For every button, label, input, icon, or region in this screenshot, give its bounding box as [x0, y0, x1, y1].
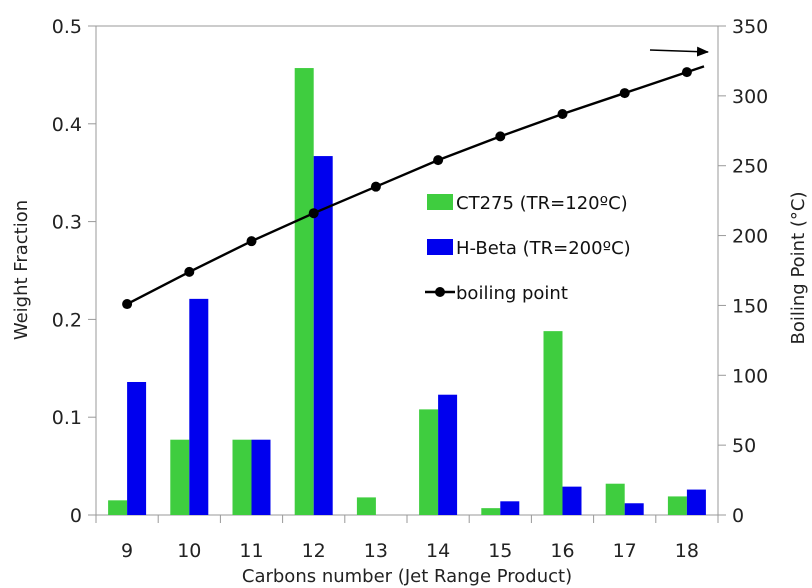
bar-ct275-c14 [419, 409, 439, 515]
legend-item-boiling-point: boiling point [425, 283, 568, 304]
legend-item-hbeta: H-Beta (TR=200ºC) [427, 238, 631, 259]
y-tick-label: 0.5 [52, 16, 82, 38]
axes-layer: 0 0.1 0.2 0.3 0.4 0.5 0 50 100 150 200 250 300 350 9 10… [52, 16, 768, 562]
bar-hbeta-c18 [686, 489, 706, 515]
bars-layer [108, 68, 706, 515]
x-tick-label: 10 [177, 540, 201, 562]
y-tick-label: 0 [70, 505, 82, 527]
boiling-point-line [126, 65, 705, 306]
boiling-point-line-layer [122, 65, 705, 310]
boiling-point-marker-c18 [681, 67, 692, 78]
bar-hbeta-c14 [438, 394, 458, 515]
boiling-point-marker-c16 [557, 109, 568, 120]
x-axis-title: Carbons number (Jet Range Product) [242, 566, 572, 587]
bar-hbeta-c12 [313, 156, 333, 515]
bar-ct275-c18 [667, 496, 687, 515]
x-tick-label: 18 [675, 540, 699, 562]
legend-marker-swatch [435, 287, 445, 297]
boiling-point-marker-c12 [308, 208, 319, 219]
x-tick-label: 9 [121, 540, 133, 562]
boiling-point-marker-c15 [495, 131, 506, 142]
bar-ct275-c13 [356, 497, 376, 515]
y-tick-label: 0.1 [52, 407, 82, 429]
x-tick-label: 11 [239, 540, 263, 562]
y2-tick-label: 0 [732, 505, 744, 527]
bar-ct275-c16 [543, 331, 563, 515]
y-tick-label: 0.3 [52, 212, 82, 234]
x-tick-label: 12 [302, 540, 326, 562]
legend-label: H-Beta (TR=200ºC) [456, 238, 631, 259]
boiling-point-marker-c10 [184, 266, 195, 277]
y2-tick-label: 200 [732, 226, 768, 248]
bar-ct275-c11 [232, 439, 252, 515]
y-axis-title: Weight Fraction [11, 200, 32, 340]
boiling-point-marker-c14 [433, 155, 444, 166]
bar-hbeta-c11 [251, 439, 271, 515]
bar-ct275-c17 [605, 483, 625, 515]
x-tick-label: 17 [613, 540, 637, 562]
bar-ct275-c12 [294, 68, 314, 515]
y-tick-label: 0.4 [52, 114, 82, 136]
legend-label: CT275 (TR=120ºC) [456, 193, 628, 214]
boiling-point-marker-c13 [370, 181, 381, 192]
bar-hbeta-c15 [500, 501, 520, 515]
y2-tick-label: 150 [732, 295, 768, 317]
y2-tick-label: 50 [732, 435, 756, 457]
boiling-point-marker-c9 [122, 299, 133, 310]
x-tick-label: 13 [364, 540, 388, 562]
legend-item-ct275: CT275 (TR=120ºC) [427, 193, 628, 214]
x-tick-label: 14 [426, 540, 450, 562]
boiling-point-marker-c11 [246, 236, 257, 247]
legend-swatch [427, 239, 453, 255]
bar-hbeta-c9 [127, 381, 147, 515]
legend: CT275 (TR=120ºC) H-Beta (TR=200ºC) boiling… [425, 193, 631, 304]
bar-hbeta-c10 [189, 298, 209, 515]
bar-hbeta-c16 [562, 486, 582, 515]
bar-ct275-c15 [481, 508, 501, 515]
x-tick-label: 16 [550, 540, 574, 562]
y2-tick-label: 100 [732, 365, 768, 387]
legend-swatch [427, 194, 453, 210]
x-tick-label: 15 [488, 540, 512, 562]
y-tick-label: 0.2 [52, 309, 82, 331]
bar-hbeta-c17 [624, 503, 644, 515]
y2-axis-title: Boiling Point (°C) [788, 192, 809, 345]
y2-tick-label: 350 [732, 16, 768, 38]
bar-ct275-c10 [170, 439, 190, 515]
bar-ct275-c9 [108, 500, 128, 515]
y2-tick-label: 300 [732, 86, 768, 108]
boiling-point-marker-c17 [619, 88, 630, 99]
legend-label: boiling point [456, 283, 568, 304]
y2-tick-label: 250 [732, 156, 768, 178]
right-axis-arrow [649, 46, 709, 57]
